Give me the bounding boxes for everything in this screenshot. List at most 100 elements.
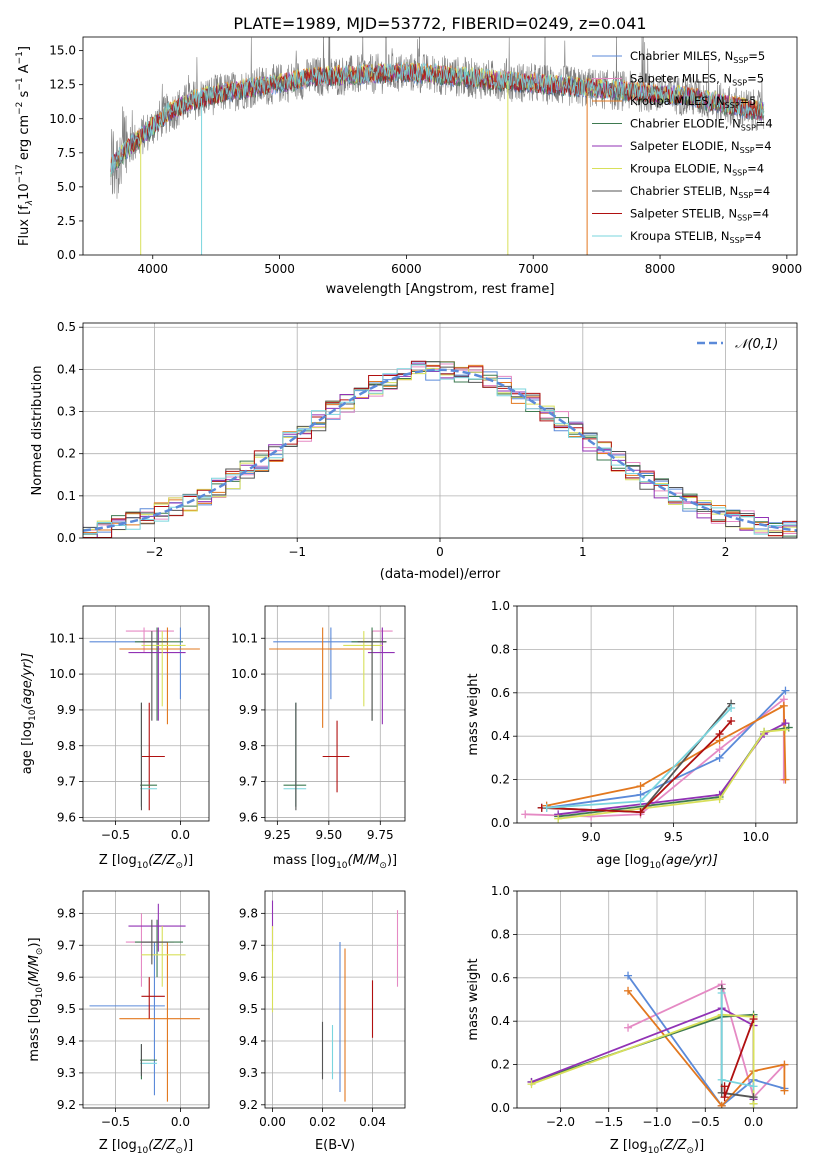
mass_vs_Z-xtick-label: 0.0 <box>171 1115 190 1129</box>
mass_vs_Z-ytick-label: 9.6 <box>57 970 76 984</box>
weight_vs_Z-ylabel: mass weight <box>466 958 481 1040</box>
spectrum-xlabel: wavelength [Angstrom, rest frame] <box>326 282 555 297</box>
age_vs_mass-ytick-label: 10.0 <box>231 667 258 681</box>
weight_vs_Z-ytick-label: 1.0 <box>491 884 510 898</box>
spectrum-model-cyan <box>110 62 765 175</box>
mass_vs_ebv-frame <box>264 890 406 1109</box>
age_vs_Z-ytick-label: 10.1 <box>49 631 76 645</box>
residuals-xlabel: (data-model)/error <box>380 567 501 582</box>
residuals-xtick-label: 0 <box>436 545 444 559</box>
age_vs_Z-xtick-label: 0.0 <box>171 828 190 842</box>
mass_vs_ebv-xtick-label: 0.02 <box>309 1115 336 1129</box>
mass_vs_Z-axes: −0.5 0.0 9.2 9.3 9.4 9.5 9.6 9.7 9.8 <box>57 891 209 1129</box>
legend-label: Kroupa STELIB, NSSP=4 <box>630 229 761 245</box>
weight_vs_age-xlabel: age [log10(age/yr)] <box>596 853 718 871</box>
weight_vs_Z-series-green <box>531 1013 755 1104</box>
residuals-axes: −2 −1 0 1 2 0.0 0.1 0.2 0.3 0.4 0.5 <box>57 320 797 559</box>
weight_vs_Z-lines <box>527 971 789 1108</box>
age_vs_Z-ytick-label: 9.9 <box>57 703 76 717</box>
mass_vs_Z-ytick-label: 9.8 <box>57 906 76 920</box>
legend-label: Salpeter STELIB, NSSP=4 <box>630 207 769 223</box>
age_vs_mass-ytick-label: 9.9 <box>239 703 258 717</box>
weight_vs_Z-ytick-label: 0.6 <box>491 971 510 985</box>
mass_vs_ebv-ytick-label: 9.7 <box>239 938 258 952</box>
mass_vs_ebv-xlabel: E(B-V) <box>315 1138 355 1153</box>
residuals-ytick-label: 0.2 <box>57 447 76 461</box>
residuals-ytick-label: 0.0 <box>57 531 76 545</box>
residuals-normal-curve <box>83 368 797 532</box>
residuals-ytick-label: 0.3 <box>57 405 76 419</box>
mass_vs_ebv-errorbars <box>271 900 399 1102</box>
age_vs_Z-xtick-label: −0.5 <box>101 828 130 842</box>
age_vs_mass-xtick-label: 9.50 <box>315 828 342 842</box>
age_vs_mass-xlabel: mass [log10(M/M⊙)] <box>273 853 397 871</box>
weight_vs_age-ytick-label: 0.6 <box>491 686 510 700</box>
mass_vs_ebv-ytick-label: 9.6 <box>239 970 258 984</box>
age_vs_mass-errorbars <box>269 627 395 811</box>
residuals-ylabel: Normed distribution <box>30 366 45 496</box>
mass_vs_ebv-ytick-label: 9.5 <box>239 1002 258 1016</box>
mass_vs_Z-errorbars <box>89 903 200 1102</box>
spectrum-xtick-label: 4000 <box>137 262 168 276</box>
weight_vs_Z-series-pink <box>627 983 786 1099</box>
residuals-frame <box>82 322 798 539</box>
residuals-hist-cyan <box>83 364 797 538</box>
mass_vs_ebv-ytick-label: 9.8 <box>239 906 258 920</box>
age_vs_mass-ytick-label: 9.7 <box>239 775 258 789</box>
age_vs_mass-ytick-label: 10.1 <box>231 631 258 645</box>
mass_vs_ebv-axes: 0.00 0.02 0.04 9.2 9.3 9.4 9.5 9.6 9.7 9.8 <box>239 891 405 1129</box>
weight_vs_Z-xtick-label: −1.0 <box>642 1115 671 1129</box>
weight_vs_Z-axes: −2.0 −1.5 −1.0 −0.5 0.0 0.0 0.2 0.4 0.6 0.8 1.0 <box>491 884 797 1129</box>
age_vs_Z-ytick-label: 10.0 <box>49 667 76 681</box>
spectrum-ytick-label: 0.0 <box>57 248 76 262</box>
legend-label: Salpeter MILES, NSSP=5 <box>630 72 764 88</box>
legend-label: Kroupa ELODIE, NSSP=4 <box>630 162 764 178</box>
legend-label: Kroupa MILES, NSSP=5 <box>630 94 756 110</box>
mass_vs_Z-ytick-label: 9.7 <box>57 938 76 952</box>
residuals-histograms <box>83 360 797 538</box>
age_vs_mass-xtick-label: 9.25 <box>264 828 291 842</box>
weight_vs_Z-frame <box>516 890 798 1109</box>
residuals-ytick-label: 0.4 <box>57 362 76 376</box>
residuals-xtick-label: −2 <box>146 545 164 559</box>
mass_vs_Z-ylabel: mass [log10(M/M⊙)] <box>27 937 45 1061</box>
weight_vs_age-ytick-label: 1.0 <box>491 599 510 613</box>
weight_vs_Z-ytick-label: 0.0 <box>491 1101 510 1115</box>
legend-label: Salpeter ELODIE, NSSP=4 <box>630 139 772 155</box>
weight_vs_age-series-cyan <box>546 707 732 809</box>
weight_vs_age-series-red <box>541 720 732 814</box>
age_vs_Z-ytick-label: 9.8 <box>57 739 76 753</box>
age_vs_Z-ytick-label: 9.6 <box>57 810 76 824</box>
age_vs_Z-xlabel: Z [log10(Z/Z⊙)] <box>99 853 193 871</box>
weight_vs_Z-series-yellow <box>531 1013 755 1104</box>
weight_vs_Z-ytick-label: 0.2 <box>491 1058 510 1072</box>
age_vs_Z-frame <box>82 605 210 822</box>
residuals-xtick-label: −1 <box>288 545 306 559</box>
weight_vs_age-series-blue <box>546 689 787 809</box>
mass_vs_Z-frame <box>82 890 210 1109</box>
weight_vs_age-lines <box>521 686 793 823</box>
mass_vs_Z-xlabel: Z [log10(Z/Z⊙)] <box>99 1138 193 1156</box>
weight_vs_Z-xlabel: Z [log10(Z/Z⊙)] <box>610 1138 704 1156</box>
spectrum-ytick-label: 15.0 <box>49 44 76 58</box>
spectrum-ylabel: Flux [fλ10−17 erg cm−2 s−1 A−1] <box>15 46 35 246</box>
age_vs_mass-xtick-label: 9.75 <box>367 828 394 842</box>
spectrum-ytick-label: 10.0 <box>49 112 76 126</box>
weight_vs_Z-xtick-label: 0.0 <box>744 1115 763 1129</box>
legend-label: Chabrier STELIB, NSSP=4 <box>630 184 770 200</box>
spectrum-model-gray <box>110 65 765 174</box>
mass_vs_ebv-ytick-label: 9.2 <box>239 1098 258 1112</box>
weight_vs_age-ytick-label: 0.4 <box>491 729 510 743</box>
weight_vs_age-series-yellow <box>558 728 786 820</box>
spectrum-lines <box>110 37 765 255</box>
mass_vs_Z-ytick-label: 9.5 <box>57 1002 76 1016</box>
mass_vs_Z-ytick-label: 9.4 <box>57 1034 76 1048</box>
residuals-xtick-label: 2 <box>722 545 730 559</box>
spectrum-xtick-label: 9000 <box>772 262 803 276</box>
age_vs_Z-ytick-label: 9.7 <box>57 775 76 789</box>
weight_vs_Z-ytick-label: 0.4 <box>491 1014 510 1028</box>
weight_vs_Z-xtick-label: −2.0 <box>546 1115 575 1129</box>
residuals-legend-label: 𝒩(0,1) <box>735 337 778 352</box>
spectrum-ytick-label: 12.5 <box>49 78 76 92</box>
